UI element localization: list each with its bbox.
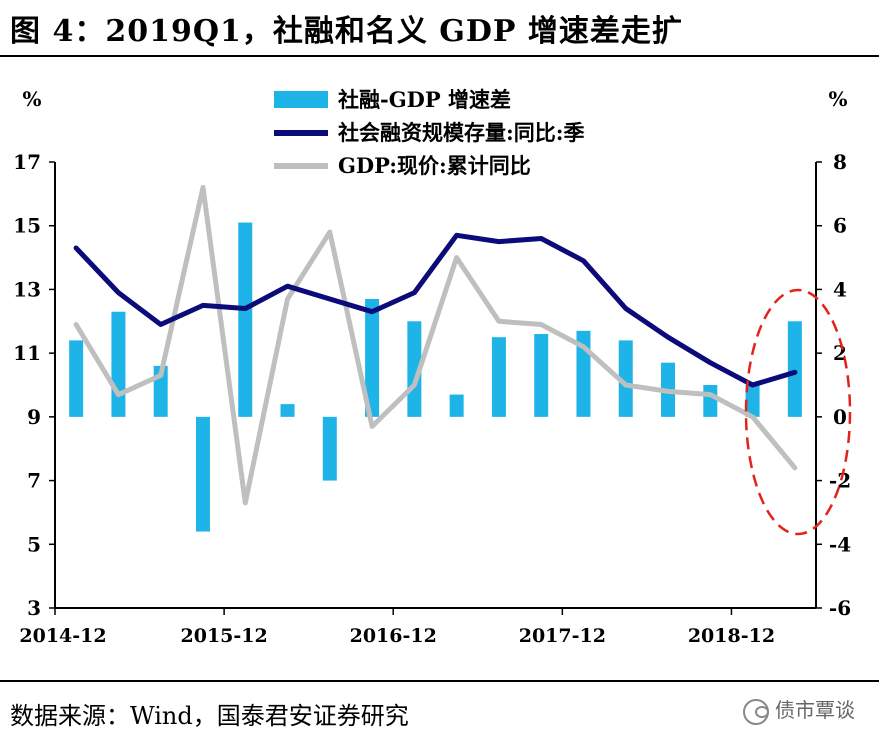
bar-2015-09: [195, 416, 210, 532]
legend-label-line-sf: 社会融资规模存量:同比:季: [337, 120, 585, 145]
right-tick-label: 0: [833, 405, 847, 429]
left-tick-label: 5: [27, 532, 41, 556]
bar-2018-03: [618, 340, 633, 417]
right-tick-label: 6: [833, 214, 847, 238]
footer-divider: [0, 680, 879, 682]
x-tick-label: 2014-12: [19, 625, 106, 647]
bar-2015-12: [238, 222, 253, 417]
x-tick-label: 2017-12: [519, 625, 606, 647]
wechat-icon: [743, 698, 769, 725]
x-tick-label: 2018-12: [688, 625, 775, 647]
bar-2019-03: [787, 321, 802, 417]
legend-label-bar: 社融-GDP 增速差: [337, 87, 511, 112]
chart-title: 图 4：2019Q1，社融和名义 GDP 增速差走扩: [10, 14, 683, 49]
right-axis-unit: %: [828, 87, 847, 111]
bar-2018-12: [745, 385, 760, 417]
legend-swatch-bar: [274, 91, 328, 108]
x-tick-label: 2015-12: [181, 625, 268, 647]
source-note: 数据来源：Wind，国泰君安证券研究: [10, 702, 409, 730]
title-divider: [0, 55, 879, 57]
bar-2016-12: [407, 321, 422, 417]
left-tick-label: 17: [13, 150, 41, 174]
right-tick-label: 8: [833, 150, 847, 174]
bar-2015-03: [111, 311, 126, 417]
bar-2014-12: [69, 340, 84, 417]
right-tick-label: -6: [829, 596, 851, 620]
legend-label-line-gdp: GDP:现价:累计同比: [338, 153, 531, 178]
bar-2017-09: [534, 334, 549, 417]
left-tick-label: 13: [13, 277, 41, 301]
right-tick-label: 4: [833, 277, 847, 301]
bar-2017-06: [491, 337, 506, 417]
watermark: 债市覃谈: [743, 694, 855, 725]
watermark-text: 债市覃谈: [775, 698, 855, 722]
bar-2018-09: [703, 385, 718, 417]
legend: 社融-GDP 增速差 社会融资规模存量:同比:季 GDP:现价:累计同比: [274, 87, 585, 178]
right-tick-label: -2: [829, 469, 851, 493]
bar-2016-09: [365, 298, 380, 417]
x-tick-label: 2016-12: [350, 625, 437, 647]
left-tick-label: 11: [13, 341, 41, 365]
left-tick-label: 15: [13, 214, 41, 238]
bar-2016-03: [280, 404, 295, 417]
line-social-financing-yoy: [73, 232, 798, 388]
right-tick-label: 2: [833, 341, 847, 365]
line-gdp-nominal-yoy: [73, 185, 798, 506]
right-tick-label: -4: [829, 532, 851, 556]
left-axis-unit: %: [22, 87, 41, 111]
bar-2017-03: [449, 394, 464, 417]
highlight-ellipse: [744, 288, 852, 536]
chart: % % 社融-GDP 增速差 社会融资规模存量:同比:季 GDP:现价:累计同比…: [13, 87, 852, 647]
plot-area: 3 5 7 9 11 13 15 17 -6 -4 -2 0 2 4 6 8 2014-12 2015-12 201…: [13, 150, 852, 647]
left-tick-label: 9: [27, 405, 41, 429]
left-tick-label: 3: [27, 596, 41, 620]
bar-2016-06: [322, 416, 337, 481]
left-tick-label: 7: [27, 469, 41, 493]
